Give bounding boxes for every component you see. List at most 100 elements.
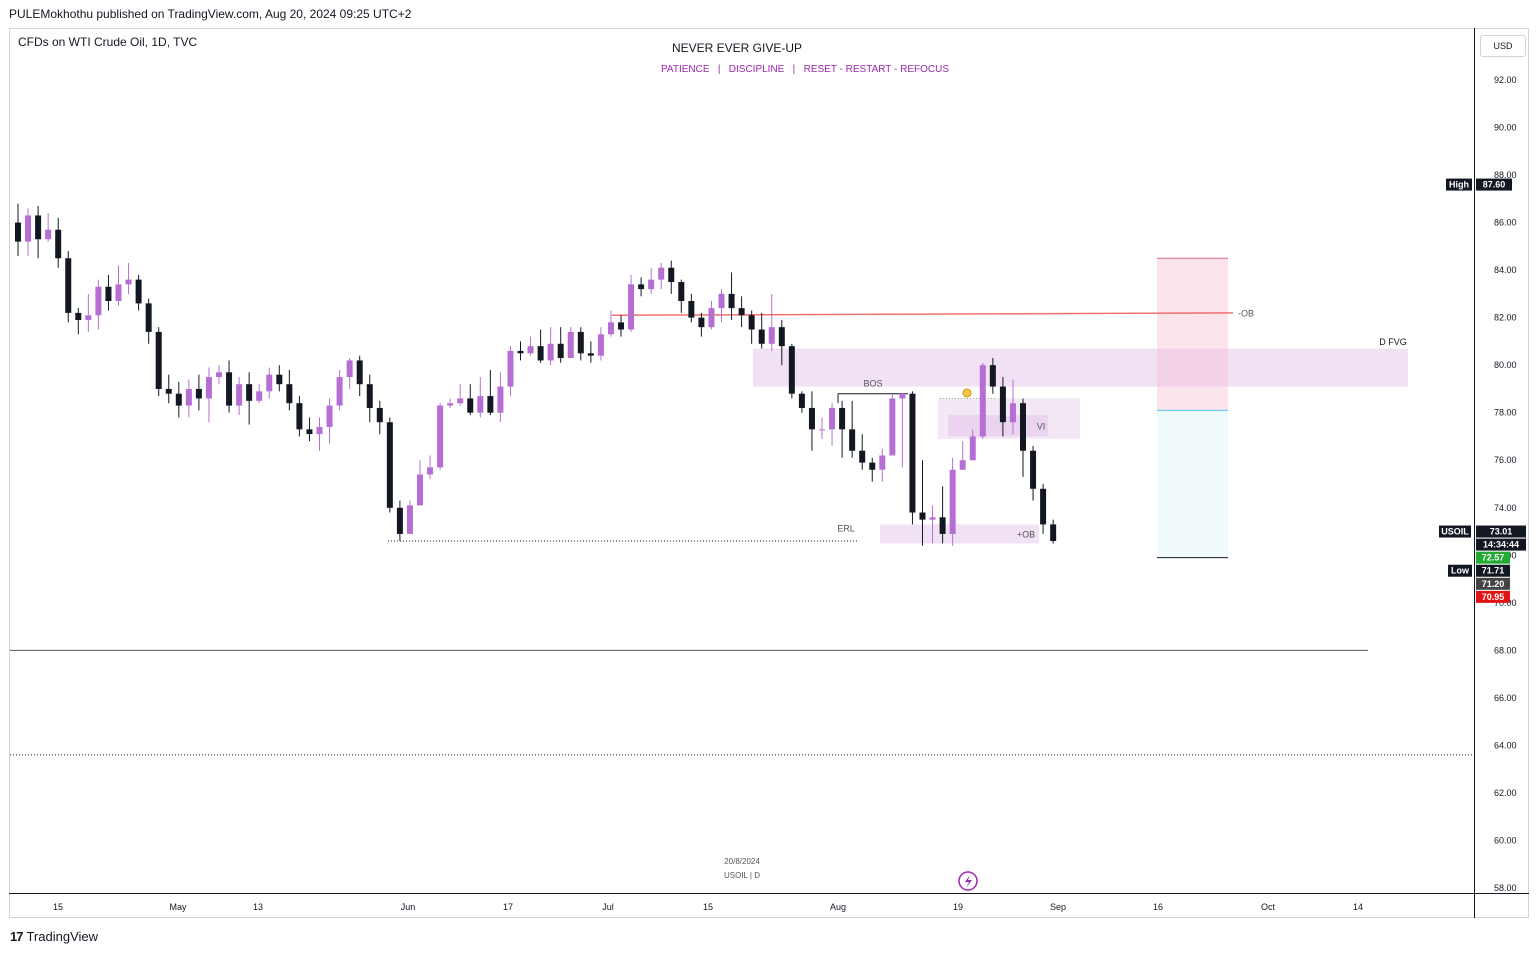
candle[interactable] [819, 429, 825, 431]
candle[interactable] [216, 372, 222, 378]
candle[interactable] [447, 403, 454, 406]
candle[interactable] [678, 282, 685, 302]
candle[interactable] [477, 396, 484, 413]
candle[interactable] [577, 331, 584, 354]
candle[interactable] [306, 429, 313, 435]
candle[interactable] [497, 386, 504, 413]
candle[interactable] [889, 398, 896, 456]
candle[interactable] [376, 407, 383, 423]
candle[interactable] [55, 229, 62, 259]
candle[interactable] [316, 426, 323, 435]
candle[interactable] [406, 505, 413, 534]
candle[interactable] [286, 384, 293, 404]
candle[interactable] [296, 403, 303, 430]
ob-plus-zone[interactable] [880, 524, 1039, 544]
candle[interactable] [135, 279, 142, 304]
symbol-label[interactable]: CFDs on WTI Crude Oil, 1D, TVC [18, 35, 198, 49]
candle[interactable] [396, 507, 403, 534]
candle[interactable] [145, 303, 152, 332]
candle[interactable] [547, 343, 554, 361]
candle[interactable] [718, 293, 725, 309]
candle[interactable] [959, 460, 966, 470]
candle[interactable] [658, 267, 665, 280]
candle[interactable] [1020, 403, 1026, 451]
candle[interactable] [708, 308, 715, 328]
candle[interactable] [95, 286, 102, 316]
candle[interactable] [618, 322, 624, 330]
candle[interactable] [788, 346, 795, 394]
candle[interactable] [175, 393, 182, 406]
candle[interactable] [507, 350, 514, 387]
candle[interactable] [698, 317, 705, 328]
candle[interactable] [999, 386, 1006, 423]
candle[interactable] [195, 388, 202, 399]
candle[interactable] [427, 467, 434, 475]
candle[interactable] [688, 301, 695, 318]
candle[interactable] [45, 229, 52, 240]
candle[interactable] [648, 279, 655, 290]
candle[interactable] [557, 343, 564, 359]
candle[interactable] [537, 346, 544, 361]
tradingview-logo[interactable]: 17 TradingView [10, 929, 98, 944]
candle[interactable] [356, 360, 363, 385]
candle[interactable] [567, 331, 574, 359]
candle[interactable] [929, 517, 936, 520]
candle[interactable] [15, 222, 21, 242]
candle[interactable] [266, 374, 273, 392]
candle[interactable] [1040, 488, 1047, 525]
candle[interactable] [457, 398, 464, 404]
candle[interactable] [346, 360, 353, 378]
candle[interactable] [226, 372, 233, 406]
dfvg-zone[interactable] [753, 348, 1408, 387]
candle[interactable] [607, 322, 614, 335]
candle[interactable] [1030, 450, 1037, 489]
candle[interactable] [125, 279, 132, 285]
candle[interactable] [778, 327, 785, 347]
target-zone[interactable] [1157, 410, 1228, 558]
candle[interactable] [65, 258, 72, 313]
candle[interactable] [798, 393, 805, 408]
candle[interactable] [839, 407, 846, 430]
candle[interactable] [949, 469, 956, 534]
candle[interactable] [417, 474, 423, 506]
candle[interactable] [849, 429, 856, 451]
candle[interactable] [748, 315, 755, 330]
candle[interactable] [989, 365, 996, 387]
candle[interactable] [969, 436, 976, 461]
alert-icon[interactable] [958, 871, 978, 891]
candle[interactable] [256, 391, 263, 401]
vi-zone[interactable] [948, 415, 1048, 437]
candle[interactable] [35, 215, 42, 240]
candle[interactable] [487, 396, 494, 413]
candle[interactable] [236, 384, 243, 406]
candle[interactable] [105, 286, 112, 302]
candle[interactable] [587, 353, 594, 356]
candle[interactable] [758, 329, 765, 344]
candle[interactable] [115, 284, 122, 302]
candle[interactable] [939, 517, 946, 534]
candle[interactable] [979, 365, 986, 437]
candle[interactable] [205, 377, 212, 399]
candle[interactable] [185, 388, 192, 406]
candle[interactable] [638, 284, 645, 290]
candle[interactable] [879, 455, 886, 470]
candle[interactable] [738, 308, 745, 316]
vi-outer-zone[interactable] [938, 398, 1080, 439]
candle[interactable] [527, 346, 534, 354]
candle[interactable] [899, 393, 906, 399]
candle[interactable] [1009, 403, 1016, 423]
candle[interactable] [768, 327, 775, 344]
currency-button[interactable]: USD [1480, 35, 1526, 57]
candle[interactable] [25, 215, 32, 242]
candle[interactable] [668, 267, 675, 282]
candle[interactable] [246, 384, 253, 401]
candle[interactable] [437, 405, 444, 468]
candle[interactable] [808, 407, 815, 430]
candle[interactable] [366, 384, 373, 408]
candle[interactable] [155, 331, 162, 389]
candle[interactable] [919, 512, 926, 520]
candle[interactable] [85, 315, 92, 321]
candle[interactable] [1050, 524, 1057, 542]
candle[interactable] [467, 398, 474, 413]
ob-minus-line[interactable] [611, 312, 1234, 317]
